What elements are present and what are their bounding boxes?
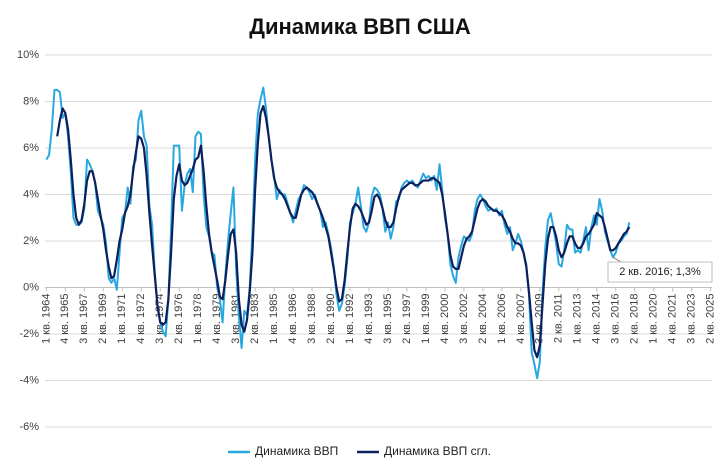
y-tick-label: 2% (23, 235, 39, 247)
x-tick-label: 1 кв. 1978 (192, 294, 204, 344)
y-tick-label: 8% (23, 95, 39, 107)
x-tick-label: 2 кв. 1983 (249, 294, 261, 344)
x-tick-label: 3 кв. 1988 (306, 294, 318, 344)
annotation-box (607, 261, 713, 283)
x-tick-label: 3 кв. 1967 (78, 294, 90, 344)
x-tick-label: 4 кв. 1972 (135, 294, 147, 344)
x-tick-label: 3 кв. 1995 (382, 294, 394, 344)
series-line (45, 86, 631, 380)
y-tick-label: 6% (23, 142, 39, 154)
x-tick-label: 1 кв. 2013 (572, 294, 584, 344)
x-tick-label: 4 кв. 2007 (515, 294, 527, 344)
y-tick-label: -2% (19, 328, 39, 340)
x-tick-label: 1 кв. 1971 (116, 294, 128, 344)
x-tick-label: 1 кв. 2020 (648, 294, 660, 344)
legend-label: Динамика ВВП сгл. (384, 444, 491, 458)
x-tick-label: 1 кв. 1964 (40, 294, 52, 344)
x-tick-label: 3 кв. 2002 (458, 294, 470, 344)
x-tick-label: 2 кв. 2018 (629, 294, 641, 344)
x-tick-label: 4 кв. 1965 (59, 294, 71, 344)
x-tick-label: 2 кв. 1990 (325, 294, 337, 344)
x-tick-label: 2 кв. 1976 (173, 294, 185, 344)
x-tick-label: 4 кв. 2021 (667, 294, 679, 344)
y-tick-label: 10% (17, 49, 39, 61)
x-tick-label: 2 кв. 2011 (553, 294, 565, 344)
series-line (56, 105, 631, 359)
chart-title: Динамика ВВП США (249, 14, 471, 39)
x-tick-label: 3 кв. 2016 (610, 294, 622, 344)
x-tick-label: 2 кв. 2004 (477, 293, 489, 343)
x-tick-label: 1 кв. 2006 (496, 294, 508, 344)
annotation-leader (612, 256, 622, 263)
legend-label: Динамика ВВП (255, 444, 338, 458)
y-tick-label: 0% (23, 281, 39, 293)
x-tick-label: 4 кв. 1993 (363, 294, 375, 344)
x-tick-label: 4 кв. 2000 (439, 294, 451, 344)
x-tick-label: 2 кв. 1997 (401, 294, 413, 344)
annotation-text: 2 кв. 2016; 1,3% (619, 266, 701, 278)
x-tick-label: 3 кв. 2023 (686, 294, 698, 344)
x-tick-label: 1 кв. 1992 (344, 294, 356, 344)
y-tick-label: 4% (23, 188, 39, 200)
y-tick-label: -6% (19, 421, 39, 433)
y-tick-label: -4% (19, 374, 39, 386)
x-tick-label: 4 кв. 1986 (287, 294, 299, 344)
x-tick-label: 1 кв. 1985 (268, 294, 280, 344)
x-tick-label: 2 кв. 2025 (705, 294, 717, 344)
x-tick-label: 2 кв. 1969 (97, 294, 109, 344)
x-tick-label: 1 кв. 1999 (420, 294, 432, 344)
x-tick-label: 4 кв. 2014 (591, 294, 603, 344)
